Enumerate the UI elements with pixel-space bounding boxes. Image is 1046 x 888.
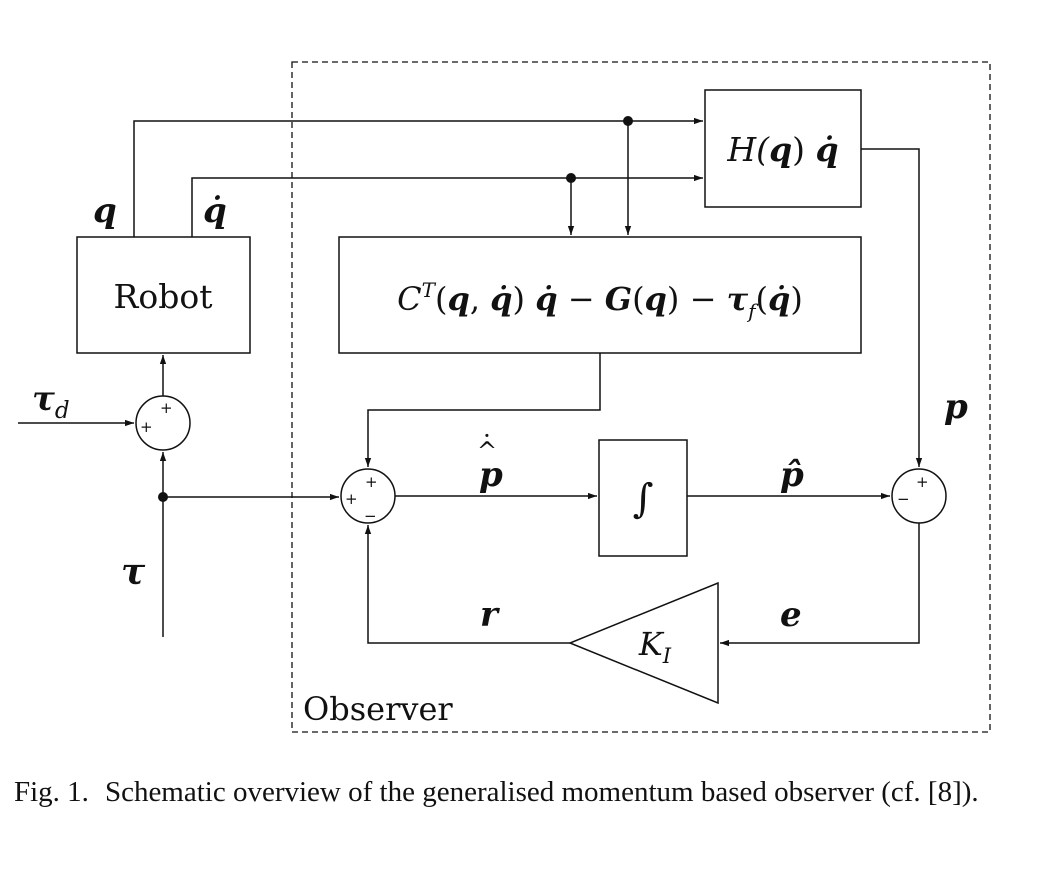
observer-boundary: [291, 61, 991, 733]
label-q-dot: q̇: [203, 191, 227, 231]
h-block-expression: H(q) q̇: [726, 130, 838, 169]
label-p-hat: p̂: [780, 455, 804, 495]
gain-label: KI: [638, 625, 672, 668]
caption-label: Fig. 1.: [14, 776, 89, 808]
branch-point-q-dot: [566, 173, 576, 183]
wire-r: [364, 525, 570, 644]
sign-minus-obs-bottom: −: [364, 507, 377, 525]
robot-block: [76, 236, 251, 354]
figure-caption: Fig. 1. Schematic overview of the general…: [14, 775, 1034, 810]
hat-accent: ^: [477, 437, 497, 465]
wire-c-to-sum: [364, 353, 601, 467]
h-block: [704, 89, 862, 208]
sign-plus-err-top: +: [916, 473, 929, 491]
label-tau: τ: [121, 551, 146, 593]
branch-point-tau: [158, 492, 168, 502]
label-e: e: [780, 595, 802, 635]
label-p-hat-dot: p: [479, 455, 503, 495]
label-tau-d: τd: [32, 379, 70, 424]
observer-label: Observer: [303, 690, 453, 728]
c-block-expression: CT(q, q̇) q̇ − G(q) − τf(q̇): [397, 278, 803, 323]
label-p: p: [944, 387, 968, 427]
gain-block: [568, 581, 719, 705]
wire-e: [720, 523, 920, 647]
branch-point-q: [623, 116, 633, 126]
sign-plus-robot-left: +: [140, 418, 153, 436]
sign-plus-obs-top: +: [365, 473, 378, 491]
wire-q-dot: [191, 174, 703, 237]
caption-text: Schematic overview of the generalised mo…: [104, 776, 979, 808]
integrator-block: [598, 439, 688, 557]
robot-label: Robot: [114, 277, 213, 316]
wire-q: [133, 117, 703, 237]
sign-plus-robot-top: +: [160, 399, 173, 417]
label-q: q: [93, 191, 117, 231]
integral-symbol: ∫: [633, 476, 654, 522]
wire-p: [861, 148, 923, 467]
sign-plus-obs-left: +: [345, 490, 358, 508]
dot-accent: ·: [483, 422, 491, 450]
label-r: r: [480, 595, 500, 635]
sign-minus-err-left: −: [897, 490, 910, 508]
